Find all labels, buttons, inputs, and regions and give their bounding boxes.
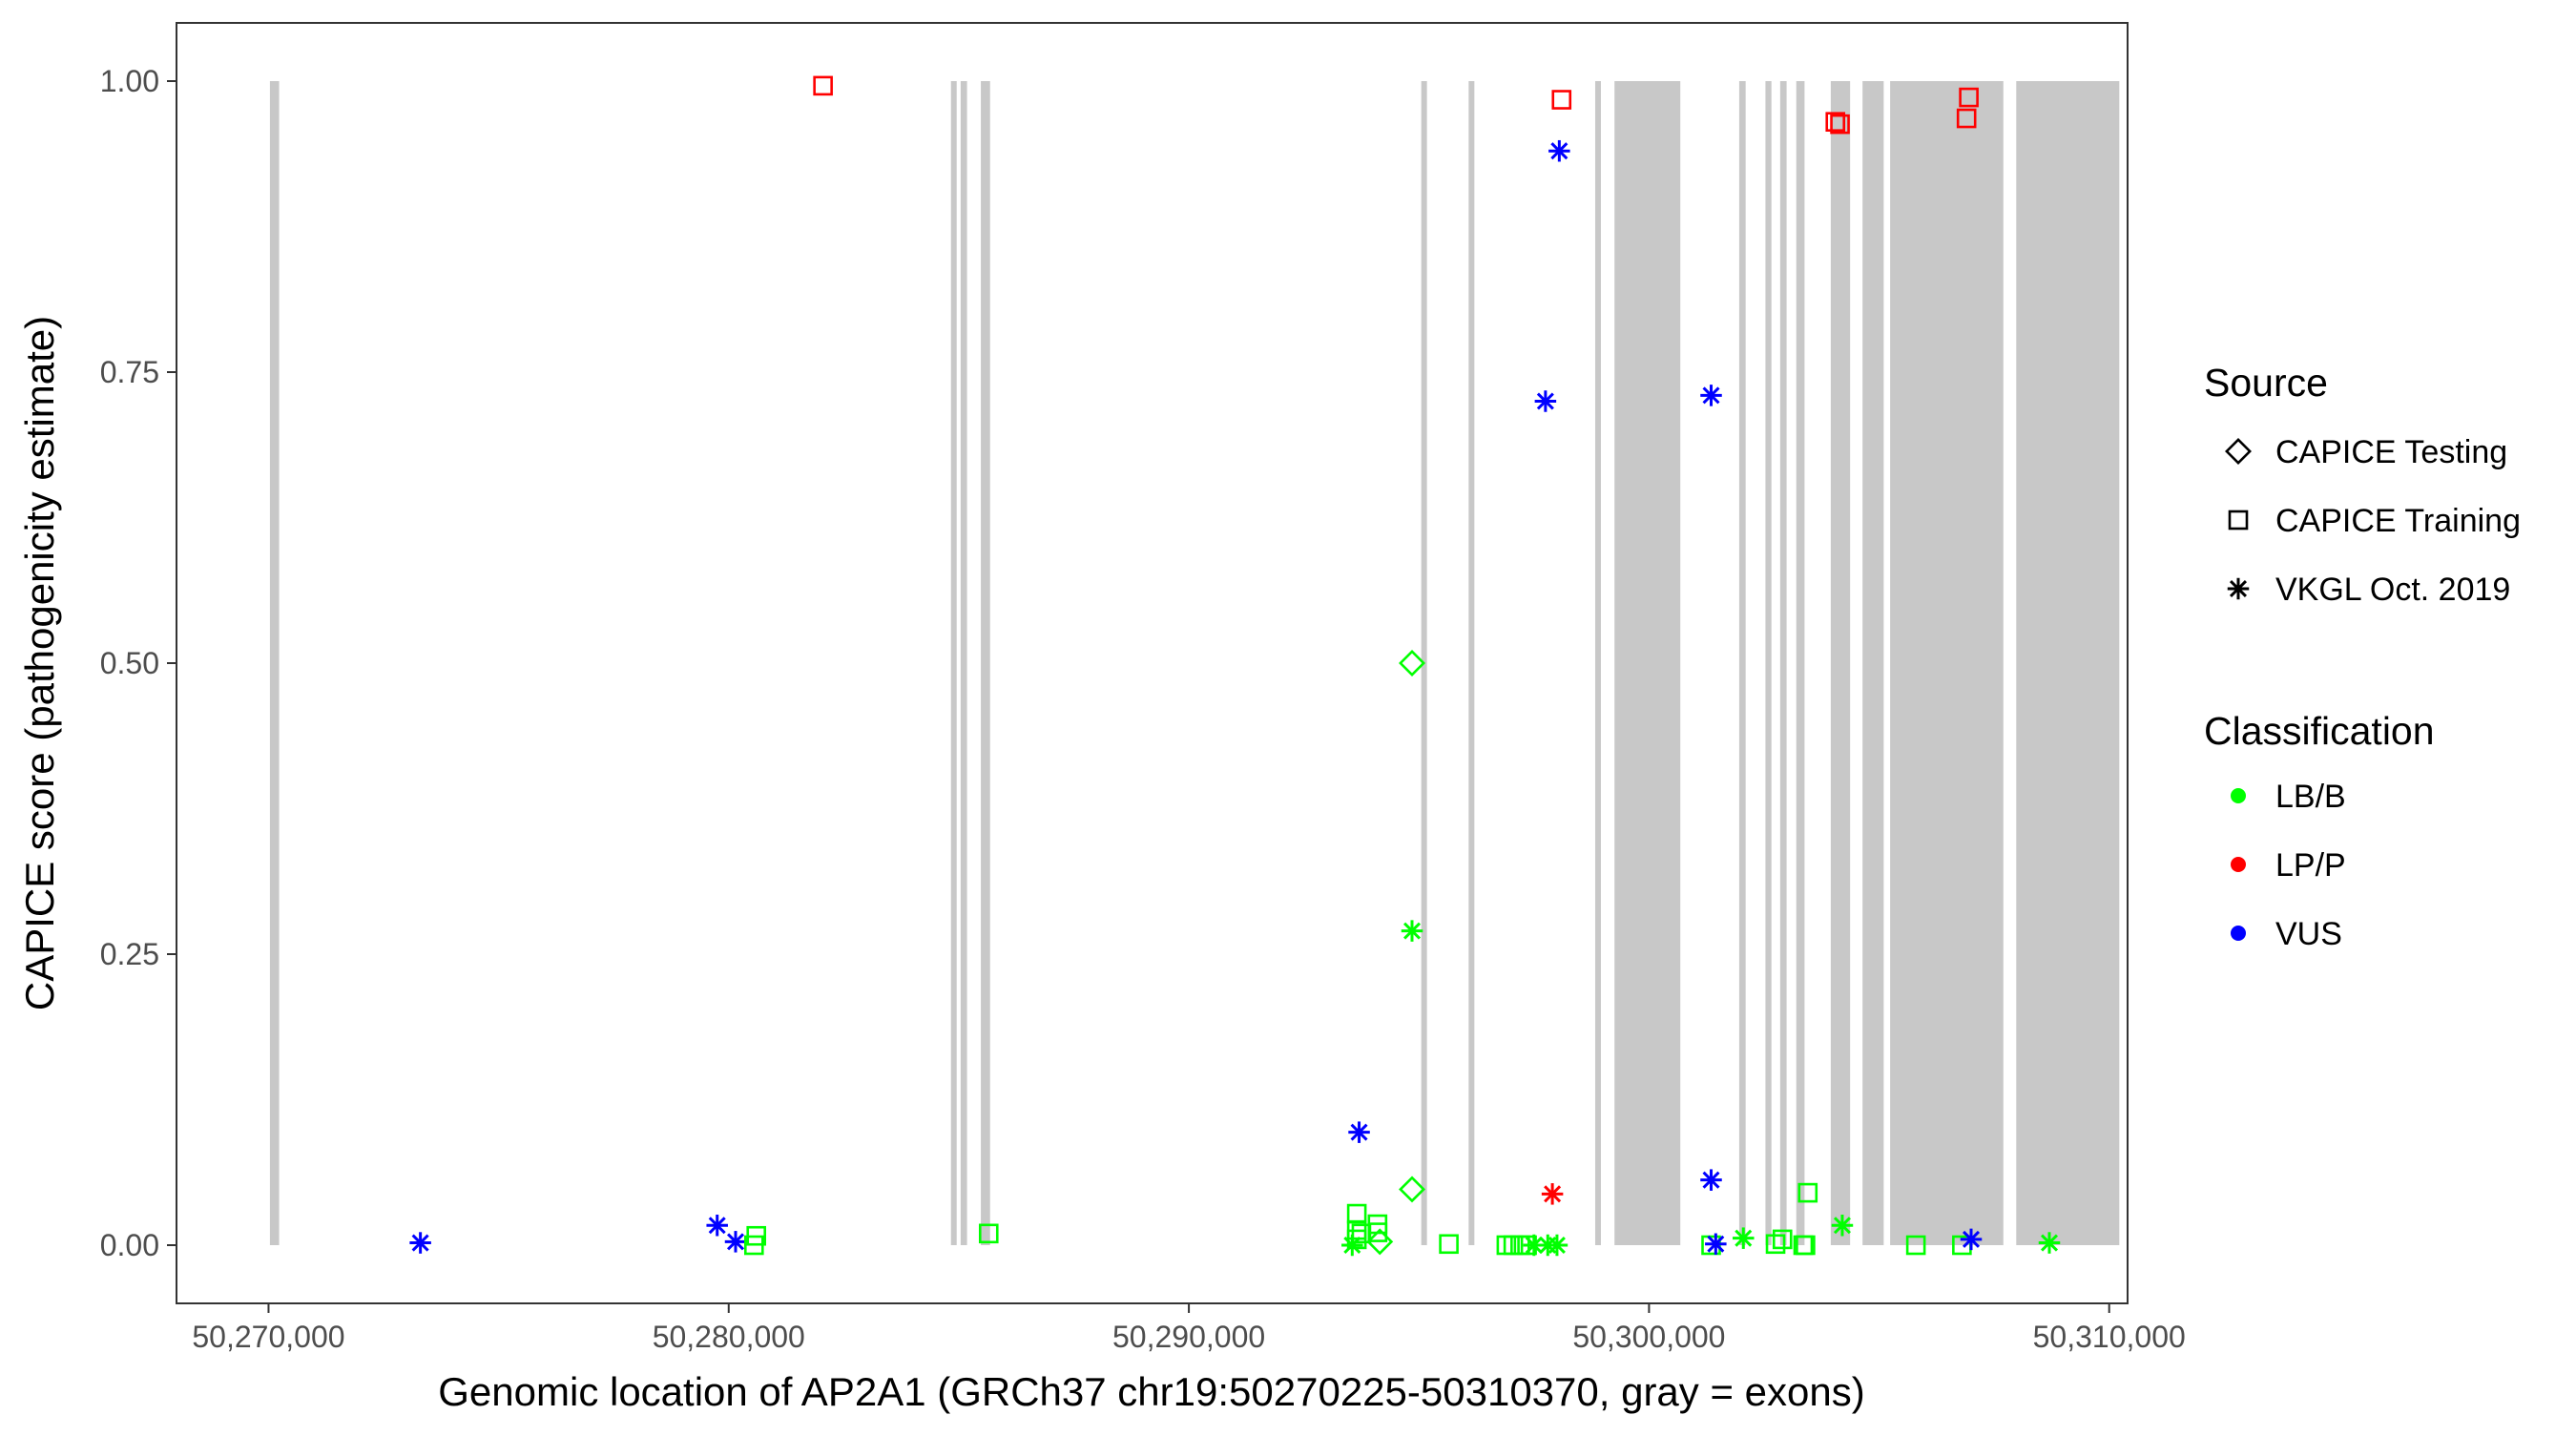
exon-band: [1594, 81, 1601, 1245]
exon-band: [2016, 81, 2120, 1245]
legend-label-capice-training: CAPICE Training: [2275, 503, 2521, 539]
data-point-diamond: [1366, 1228, 1394, 1256]
data-point-asterisk: [1548, 139, 1570, 162]
data-point-square: [1346, 1203, 1367, 1224]
exon-band: [1614, 81, 1681, 1245]
legend-item-lpp: LP/P: [2231, 847, 2346, 884]
legend: Source CAPICE Testing CAPICE Training VK…: [2204, 361, 2521, 952]
data-point-square: [1825, 112, 1846, 132]
exon-band: [1738, 81, 1746, 1245]
legend-label-capice-testing: CAPICE Testing: [2275, 434, 2507, 470]
legend-item-vus: VUS: [2231, 916, 2342, 952]
y-axis: 0.00 0.25 0.50 0.75 1.00: [100, 64, 177, 1262]
data-point-asterisk: [1546, 1234, 1568, 1257]
data-point-asterisk: [1705, 1233, 1727, 1256]
exon-band: [1468, 81, 1475, 1245]
exon-bands: [269, 81, 2120, 1245]
y-tick-label: 0.00: [100, 1228, 159, 1262]
data-point-square: [1765, 1234, 1786, 1255]
data-point-asterisk: [1348, 1121, 1370, 1143]
x-tick-label: 50,280,000: [653, 1320, 805, 1354]
exon-band: [1890, 81, 2004, 1245]
data-point-asterisk: [1960, 1228, 1983, 1251]
exon-band: [1779, 81, 1787, 1245]
legend-label-vkgl: VKGL Oct. 2019: [2275, 572, 2510, 608]
exon-band: [1862, 81, 1884, 1245]
exon-band: [1765, 81, 1772, 1245]
x-tick-label: 50,300,000: [1572, 1320, 1725, 1354]
data-point-square: [1830, 114, 1850, 135]
data-point-asterisk: [706, 1215, 728, 1237]
legend-classification-title: Classification: [2204, 709, 2435, 753]
data-point-asterisk: [1534, 390, 1557, 412]
data-point-square: [978, 1223, 999, 1244]
legend-dot-lpp: [2231, 857, 2246, 872]
legend-dot-lbb: [2231, 788, 2246, 803]
data-point-asterisk: [1700, 1169, 1722, 1191]
y-tick-label: 0.25: [100, 937, 159, 971]
x-tick-label: 50,270,000: [192, 1320, 344, 1354]
data-point-square: [1439, 1234, 1459, 1255]
exon-band: [1830, 81, 1851, 1245]
legend-dot-vus: [2231, 926, 2246, 941]
data-point-square: [813, 75, 833, 96]
legend-item-capice-testing: CAPICE Testing: [2225, 434, 2507, 470]
y-tick-label: 1.00: [100, 64, 159, 98]
legend-label-lpp: LP/P: [2275, 847, 2346, 884]
exon-band: [960, 81, 967, 1245]
exon-band: [269, 81, 280, 1245]
data-point-asterisk: [2038, 1232, 2061, 1254]
legend-label-vus: VUS: [2275, 916, 2342, 952]
data-point-asterisk: [1541, 1183, 1564, 1205]
x-axis: 50,270,000 50,280,000 50,290,000 50,300,000…: [192, 1303, 2186, 1354]
exon-band: [950, 81, 957, 1245]
data-point-diamond: [1399, 1176, 1425, 1203]
legend-item-lbb: LB/B: [2231, 779, 2346, 815]
data-point-asterisk: [1401, 920, 1423, 942]
exon-band: [1796, 81, 1805, 1245]
data-point-square: [1905, 1235, 1926, 1256]
y-axis-label: CAPICE score (pathogenicity estimate): [17, 316, 62, 1010]
data-point-asterisk: [724, 1231, 747, 1253]
y-tick-label: 0.75: [100, 355, 159, 389]
x-tick-label: 50,290,000: [1112, 1320, 1265, 1354]
data-point-square: [746, 1225, 767, 1246]
square-icon: [2228, 510, 2249, 531]
y-tick-label: 0.50: [100, 646, 159, 680]
diamond-icon: [2225, 438, 2252, 465]
legend-item-vkgl: VKGL Oct. 2019: [2227, 572, 2510, 608]
data-point-square: [1959, 87, 1979, 108]
data-point-asterisk: [1831, 1215, 1854, 1237]
data-point-asterisk: [1733, 1227, 1755, 1249]
data-point-square: [1956, 108, 1977, 129]
data-point-square: [1796, 1235, 1816, 1256]
exon-band: [981, 81, 990, 1245]
x-axis-label: Genomic location of AP2A1 (GRCh37 chr19:…: [438, 1369, 1864, 1414]
data-point-asterisk: [409, 1232, 431, 1254]
data-point-diamond: [1399, 650, 1425, 676]
legend-item-capice-training: CAPICE Training: [2228, 503, 2521, 539]
data-point-square: [1772, 1229, 1793, 1250]
data-points: [409, 75, 2061, 1257]
legend-source-title: Source: [2204, 361, 2328, 405]
data-point-square: [1797, 1182, 1818, 1203]
legend-label-lbb: LB/B: [2275, 779, 2346, 815]
data-point-asterisk: [1700, 385, 1722, 406]
x-tick-label: 50,310,000: [2033, 1320, 2186, 1354]
data-point-square: [1551, 90, 1572, 110]
asterisk-icon: [2227, 577, 2250, 600]
